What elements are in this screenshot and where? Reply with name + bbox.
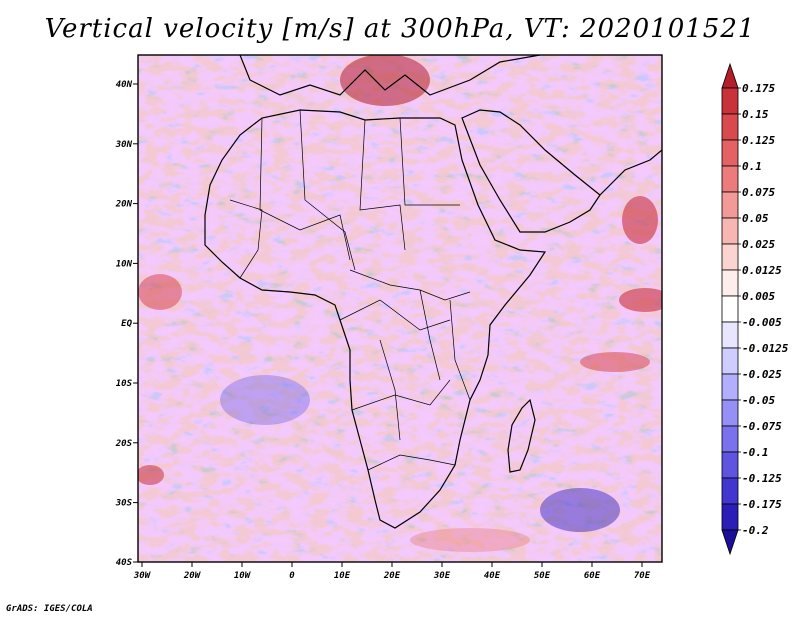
colorbar-segment [721, 373, 739, 401]
colorbar-segment [721, 399, 739, 427]
lat-tick-label: 40N [116, 80, 133, 90]
asia-coastline [599, 149, 662, 196]
colorbar-segment [721, 165, 739, 193]
colorbar-max-triangle [721, 62, 739, 89]
colorbar-label: 0.0125 [742, 264, 782, 277]
colorbar-segment [721, 269, 739, 297]
lon-tick-label: 20W [183, 571, 202, 581]
colorbar: 0.175 0.15 0.125 0.1 0.075 0.05 0.025 0.0125 0.0… [721, 62, 789, 556]
lon-tick-label: 50E [534, 571, 551, 581]
lat-tick-label: 10S [116, 379, 133, 389]
colorbar-label: 0.1 [742, 160, 762, 173]
longitude-axis: 30W 20W 10W 0 10E 20E 30E 40E 50E 60E 70E [133, 562, 651, 581]
lat-tick-label: EQ [121, 319, 132, 329]
colorbar-label: -0.025 [742, 368, 782, 381]
coastlines [204, 55, 662, 529]
colorbar-segment [721, 113, 739, 141]
updraft-south-atlantic [138, 465, 164, 485]
europe-coastline [239, 55, 541, 96]
madagascar-coastline [507, 398, 536, 473]
updraft-mediterranean [340, 55, 430, 106]
updraft-arabian-sea [622, 196, 658, 244]
updraft-indian-ocean-north [619, 288, 662, 312]
colorbar-segment [721, 347, 739, 375]
lat-tick-label: 20S [115, 439, 133, 449]
map-title: Vertical velocity [m/s] at 300hPa, VT: 2… [44, 14, 756, 44]
colorbar-label: 0.025 [742, 238, 775, 251]
colorbar-label: -0.005 [742, 316, 782, 329]
colorbar-segment [721, 139, 739, 167]
lon-tick-label: 30W [133, 571, 152, 581]
updraft-indian-ocean-south [580, 352, 650, 372]
colorbar-label: -0.2 [742, 524, 769, 537]
colorbar-label: -0.075 [742, 420, 782, 433]
latitude-axis: 40N 30N 20N 10N EQ 10S 20S 30S 40S [115, 80, 138, 568]
lon-tick-label: 10E [334, 571, 351, 581]
colorbar-label: 0.15 [742, 108, 769, 121]
africa-coastline [204, 109, 547, 529]
lon-tick-label: 0 [289, 571, 295, 581]
colorbar-label: 0.005 [742, 290, 775, 303]
colorbar-label: -0.1 [742, 446, 769, 459]
lat-tick-label: 40S [116, 558, 133, 568]
colorbar-label: -0.125 [742, 472, 782, 485]
colorbar-label: 0.125 [742, 134, 775, 147]
plot-frame [137, 54, 663, 563]
colorbar-label: -0.05 [742, 394, 775, 407]
colorbar-segment [721, 451, 739, 479]
lat-tick-label: 10N [116, 259, 133, 269]
lon-tick-label: 20E [383, 571, 401, 581]
colorbar-min-triangle [721, 529, 739, 556]
colorbar-segment [721, 295, 739, 323]
arabia-coastline [461, 109, 601, 233]
lon-tick-label: 70E [634, 571, 651, 581]
colorbar-label: 0.175 [742, 82, 775, 95]
lon-tick-label: 40E [484, 571, 501, 581]
lon-tick-label: 60E [584, 571, 601, 581]
colorbar-segment [721, 217, 739, 245]
lat-tick-label: 30S [115, 499, 133, 509]
colorbar-label: 0.05 [742, 212, 769, 225]
downdraft-atlantic [220, 375, 310, 425]
colorbar-segment [721, 87, 739, 115]
lat-tick-label: 30N [115, 140, 133, 150]
updraft-atlantic [138, 274, 182, 310]
colorbar-label: -0.175 [742, 498, 782, 511]
colorbar-segment [721, 503, 739, 531]
lon-tick-label: 10W [234, 571, 252, 581]
colorbar-segment [721, 425, 739, 453]
colorbar-segment [721, 191, 739, 219]
colorbar-segment [721, 243, 739, 271]
lon-tick-label: 30E [433, 571, 451, 581]
colorbar-segment [721, 477, 739, 505]
vertical-velocity-field [138, 55, 662, 562]
country-borders [229, 109, 471, 471]
lat-tick-label: 20N [115, 200, 133, 210]
colorbar-label: -0.0125 [742, 342, 789, 355]
colorbar-segment [721, 321, 739, 349]
updraft-southern-ocean [410, 528, 530, 552]
grads-credit: GrADS: IGES/COLA [6, 604, 93, 614]
colorbar-label: 0.075 [742, 186, 775, 199]
downdraft-indian-ocean [540, 488, 620, 532]
